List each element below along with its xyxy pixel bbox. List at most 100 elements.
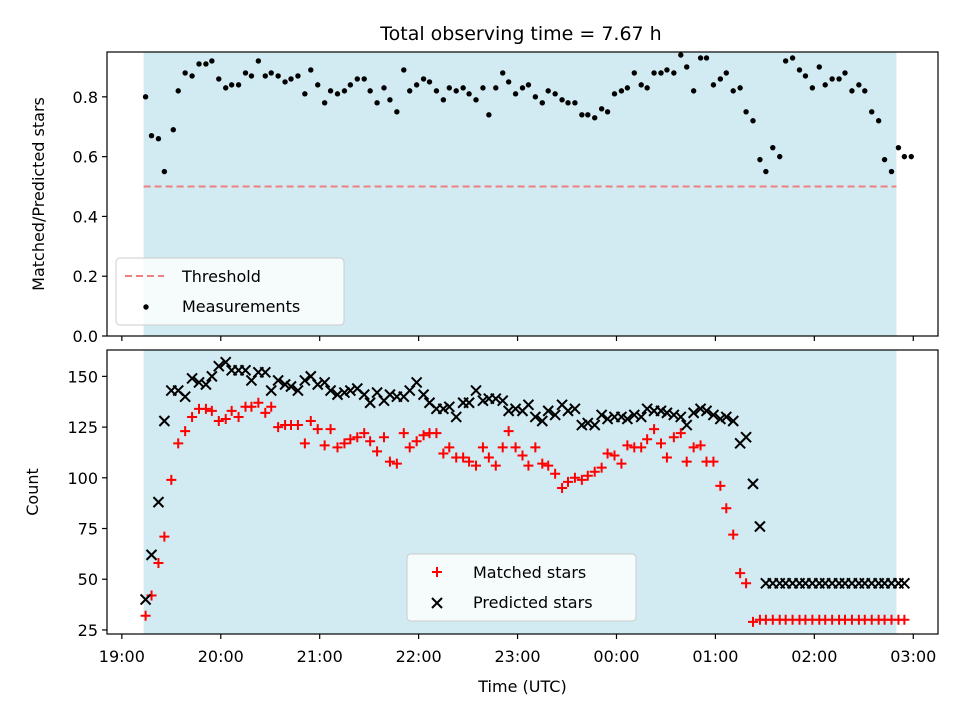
data-point bbox=[453, 88, 459, 94]
data-point bbox=[308, 67, 314, 73]
series-predicted-stars bbox=[139, 356, 911, 606]
data-point bbox=[757, 156, 763, 163]
y-tick-label: 0.4 bbox=[73, 207, 98, 226]
data-point bbox=[497, 442, 508, 453]
data-point bbox=[589, 419, 601, 431]
data-point bbox=[179, 390, 191, 403]
data-point bbox=[358, 388, 370, 401]
data-point bbox=[458, 452, 469, 463]
data-point bbox=[334, 91, 341, 97]
data-point bbox=[735, 568, 746, 579]
data-point bbox=[391, 458, 402, 469]
data-point bbox=[398, 428, 409, 439]
data-point bbox=[438, 448, 449, 459]
data-point bbox=[295, 73, 301, 79]
data-point bbox=[411, 436, 422, 447]
data-point bbox=[684, 64, 690, 70]
legend-predicted-swatch bbox=[431, 597, 443, 609]
y-tick-label: 125 bbox=[67, 418, 98, 437]
data-point bbox=[536, 415, 548, 427]
data-point bbox=[463, 397, 475, 409]
data-point bbox=[618, 88, 625, 94]
data-point bbox=[365, 436, 376, 447]
data-point bbox=[559, 97, 565, 103]
data-point bbox=[552, 91, 558, 97]
data-point bbox=[576, 474, 587, 485]
data-point bbox=[146, 590, 157, 601]
data-point bbox=[374, 100, 380, 106]
data-point bbox=[262, 73, 268, 79]
data-point bbox=[352, 432, 363, 443]
data-point bbox=[829, 76, 835, 82]
data-point bbox=[325, 424, 336, 435]
data-point bbox=[656, 438, 666, 449]
data-point bbox=[557, 482, 568, 493]
y-tick-label: 0.6 bbox=[73, 148, 98, 167]
data-point bbox=[604, 109, 611, 115]
data-point bbox=[895, 144, 902, 151]
data-point bbox=[443, 401, 456, 413]
data-point bbox=[394, 109, 400, 115]
data-point bbox=[466, 91, 472, 97]
data-point bbox=[658, 70, 664, 76]
x-tick-label: 00:00 bbox=[593, 647, 639, 666]
data-point bbox=[142, 94, 149, 100]
data-point bbox=[213, 360, 225, 372]
data-point bbox=[273, 422, 284, 433]
data-point bbox=[275, 73, 281, 79]
data-point bbox=[170, 127, 176, 133]
data-point bbox=[159, 531, 170, 542]
data-point bbox=[741, 578, 752, 589]
data-point bbox=[809, 85, 816, 91]
data-point bbox=[503, 426, 514, 437]
data-point bbox=[235, 82, 242, 88]
data-point bbox=[723, 70, 729, 76]
data-point bbox=[671, 70, 677, 76]
data-point bbox=[180, 426, 191, 437]
series-matched-stars bbox=[140, 397, 910, 627]
data-point bbox=[187, 411, 198, 422]
data-point bbox=[708, 456, 719, 467]
data-point bbox=[318, 376, 331, 389]
data-point bbox=[875, 118, 882, 124]
x-tick-label: 23:00 bbox=[494, 647, 540, 666]
data-point bbox=[668, 409, 680, 421]
data-point bbox=[155, 135, 162, 142]
data-point bbox=[881, 156, 888, 163]
data-point bbox=[595, 409, 608, 421]
data-point bbox=[687, 407, 700, 419]
data-point bbox=[697, 55, 704, 61]
data-point bbox=[628, 409, 640, 421]
data-point bbox=[288, 76, 294, 82]
data-point bbox=[592, 115, 598, 121]
data-point bbox=[601, 413, 614, 425]
data-point bbox=[266, 401, 277, 412]
data-point bbox=[410, 376, 423, 389]
data-point bbox=[549, 409, 561, 421]
x-tick-label: 22:00 bbox=[396, 647, 442, 666]
data-point bbox=[401, 67, 407, 73]
data-point bbox=[569, 472, 580, 483]
data-point bbox=[675, 411, 687, 423]
data-point bbox=[901, 153, 908, 160]
data-point bbox=[265, 384, 277, 397]
data-point bbox=[777, 153, 783, 160]
data-point bbox=[444, 442, 455, 453]
data-point bbox=[522, 399, 535, 411]
data-point bbox=[562, 405, 574, 417]
data-point bbox=[152, 496, 165, 508]
data-point bbox=[139, 593, 152, 606]
data-point bbox=[888, 168, 895, 175]
data-point bbox=[255, 58, 262, 64]
legend-threshold-label: Threshold bbox=[181, 267, 261, 286]
data-point bbox=[213, 416, 224, 426]
data-point bbox=[359, 428, 370, 439]
data-point bbox=[898, 577, 911, 589]
data-point bbox=[743, 109, 749, 115]
data-point bbox=[525, 82, 532, 88]
data-point bbox=[721, 503, 732, 514]
data-point bbox=[505, 79, 512, 85]
data-point bbox=[681, 419, 693, 431]
data-point bbox=[292, 384, 304, 397]
data-point bbox=[622, 440, 633, 451]
